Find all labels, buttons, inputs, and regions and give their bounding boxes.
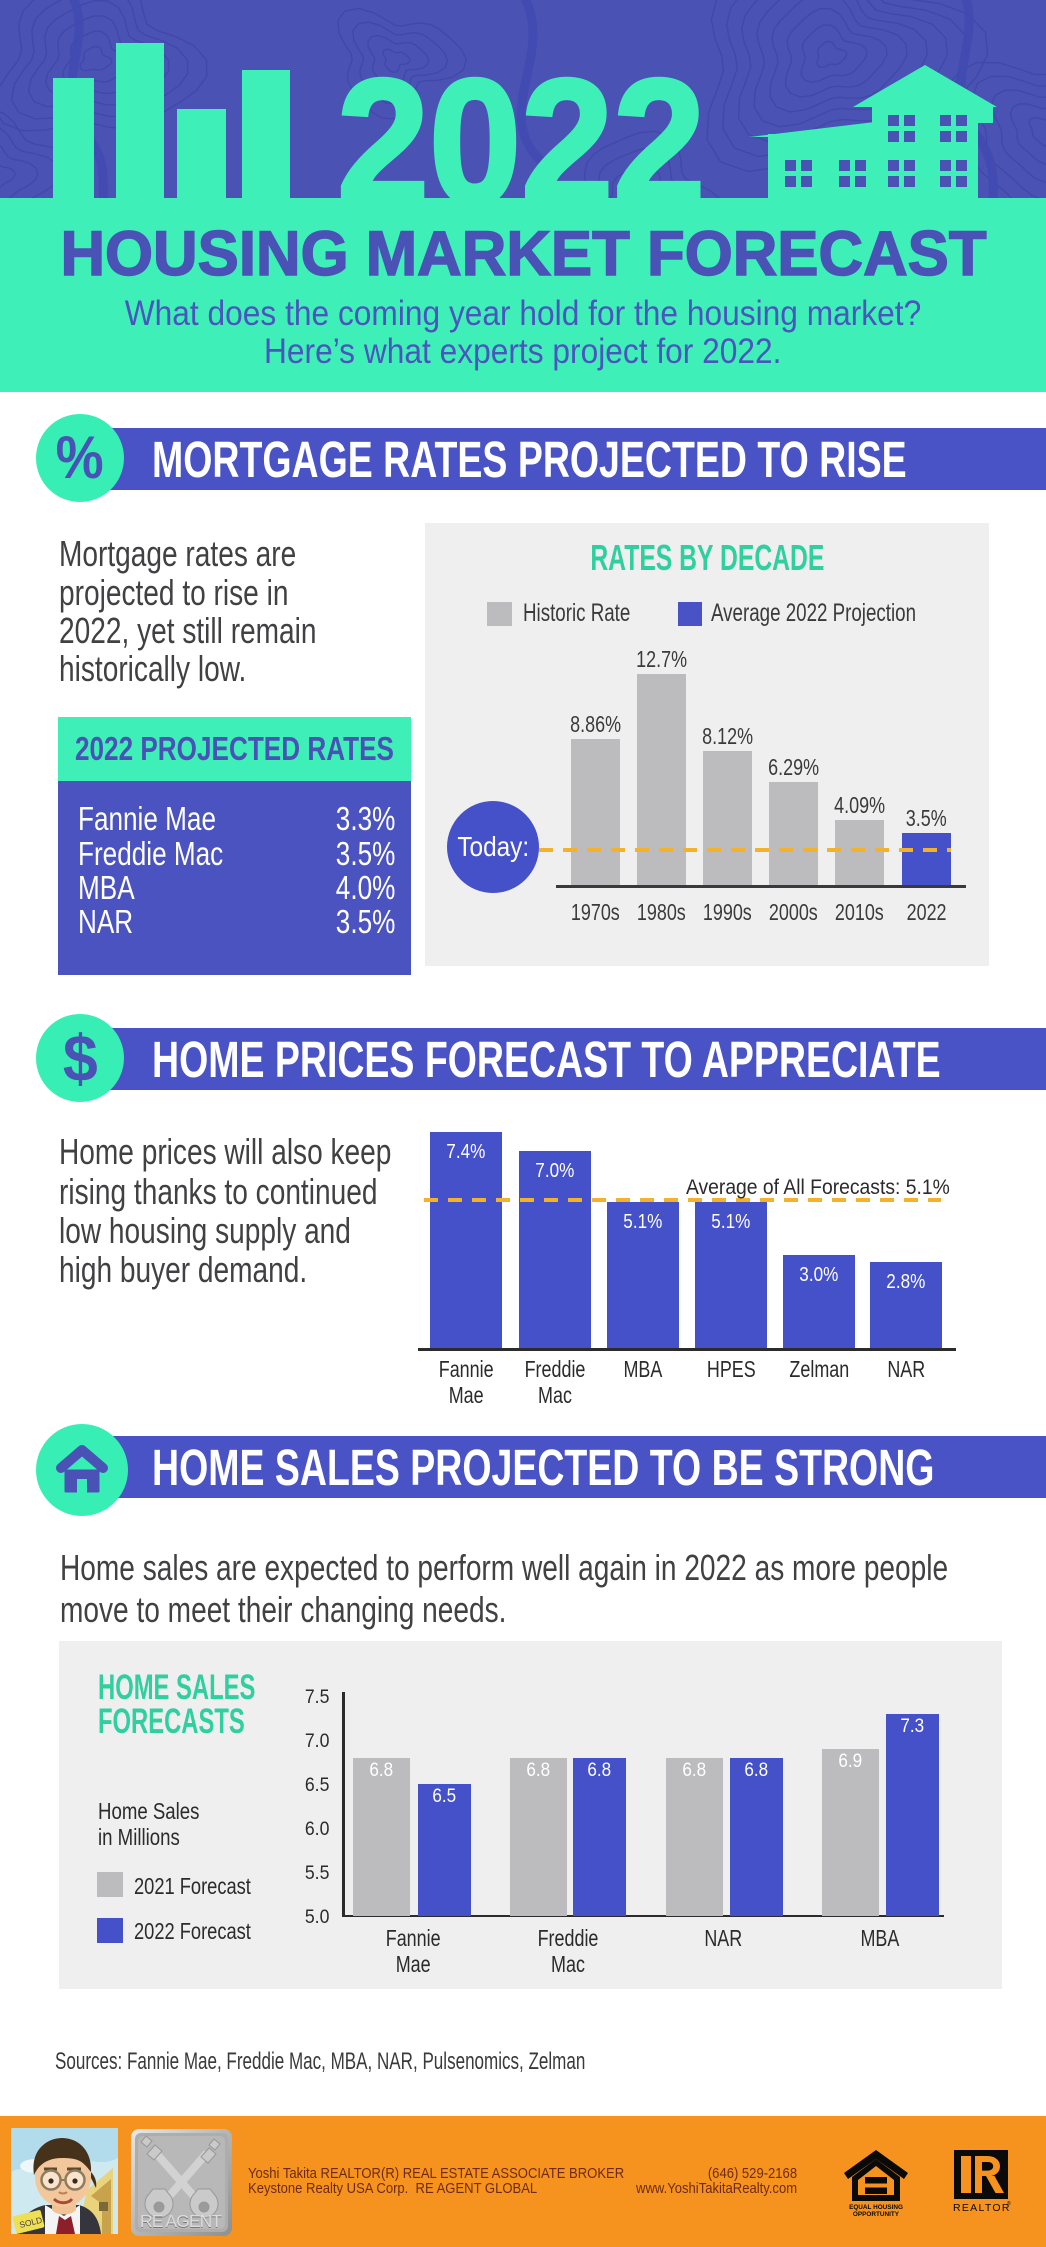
svg-text:RE AGENT: RE AGENT (140, 2211, 222, 2231)
svg-text:®: ® (1007, 2200, 1011, 2207)
svg-text:OPPORTUNITY: OPPORTUNITY (853, 2211, 900, 2217)
svg-text:REALTOR: REALTOR (953, 2202, 1011, 2214)
svg-text:EQUAL HOUSING: EQUAL HOUSING (849, 2204, 903, 2211)
